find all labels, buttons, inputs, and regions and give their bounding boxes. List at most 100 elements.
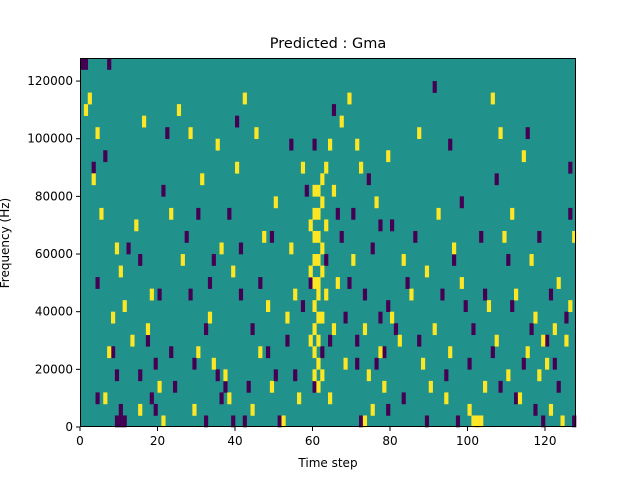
- chart-title: Predicted : Gma: [270, 36, 386, 52]
- heatmap-cell-high: [99, 207, 104, 220]
- heatmap-cell-low: [479, 230, 484, 243]
- heatmap-cell-high: [510, 207, 515, 220]
- heatmap-cells: [80, 58, 577, 428]
- heatmap-cell-low: [258, 277, 263, 289]
- heatmap-cell-high: [169, 207, 174, 220]
- heatmap-cell-high: [514, 288, 519, 301]
- heatmap-cell-high: [382, 380, 387, 393]
- heatmap-cell-high: [506, 369, 511, 382]
- heatmap-cell-high: [312, 184, 317, 197]
- heatmap-cell-low: [118, 415, 123, 428]
- heatmap-cell-low: [308, 277, 313, 289]
- heatmap-cell-low: [417, 334, 422, 347]
- heatmap-cell-high: [328, 392, 333, 405]
- heatmap-cell-high: [312, 277, 317, 289]
- heatmap-cell-low: [114, 415, 120, 428]
- heatmap-cell-low: [145, 334, 151, 347]
- heatmap-cell-low: [339, 230, 344, 243]
- x-tick-label: 60: [305, 434, 320, 448]
- heatmap-cell-high: [138, 403, 143, 416]
- heatmap-cell-low: [366, 173, 371, 186]
- heatmap-cell-low: [463, 300, 468, 312]
- heatmap-cell-high: [424, 265, 430, 278]
- heatmap-cell-low: [506, 254, 511, 266]
- heatmap-cell-high: [312, 207, 317, 220]
- heatmap-cell-low: [204, 415, 209, 428]
- heatmap-cell-high: [107, 346, 112, 359]
- heatmap-cell-high: [417, 127, 422, 140]
- heatmap-cell-low: [359, 415, 364, 428]
- heatmap-cell-high: [502, 230, 507, 243]
- heatmap-cell-low: [343, 311, 348, 324]
- heatmap-cell-low: [378, 311, 383, 324]
- heatmap-cell-high: [231, 265, 236, 278]
- heatmap-cell-low: [188, 288, 193, 301]
- heatmap-cell-low: [328, 334, 333, 347]
- heatmap-cell-high: [486, 300, 492, 312]
- heatmap-cell-high: [397, 334, 402, 347]
- heatmap-cell-low: [114, 369, 120, 382]
- heatmap-cell-high: [281, 415, 286, 428]
- heatmap-cell-low: [355, 334, 360, 347]
- heatmap-cell-low: [351, 207, 356, 220]
- heatmap-cell-high: [328, 138, 333, 151]
- heatmap-cell-high: [347, 92, 352, 105]
- heatmap-cell-high: [494, 334, 499, 347]
- heatmap-cell-low: [405, 277, 410, 289]
- heatmap-cell-high: [316, 334, 321, 347]
- heatmap-cell-low: [289, 138, 294, 151]
- heatmap-cell-high: [118, 265, 123, 278]
- heatmap-cell-low: [525, 127, 530, 140]
- heatmap-cell-high: [552, 323, 557, 336]
- heatmap-cell-low: [355, 357, 360, 370]
- y-tick-label: 20000: [35, 362, 73, 376]
- heatmap-cell-low: [459, 196, 464, 209]
- heatmap-cell-low: [204, 323, 209, 336]
- heatmap-cell-high: [521, 150, 526, 163]
- heatmap-cell-high: [316, 230, 321, 243]
- heatmap-cell-high: [386, 150, 391, 163]
- heatmap-cell-high: [428, 380, 433, 393]
- heatmap-cell-high: [312, 254, 317, 266]
- heatmap-cell-low: [242, 415, 247, 428]
- heatmap-cell-high: [250, 403, 255, 416]
- heatmap-cell-high: [83, 104, 89, 116]
- heatmap-cell-high: [533, 311, 538, 324]
- heatmap-cell-high: [242, 92, 247, 105]
- x-tick-label: 120: [534, 434, 557, 448]
- heatmap-cell-high: [316, 311, 321, 324]
- heatmap-cell-low: [231, 415, 236, 428]
- heatmap-cell-low: [235, 115, 240, 128]
- heatmap-cell-low: [568, 161, 573, 174]
- heatmap-cell-low: [556, 380, 561, 393]
- heatmap-cell-low: [285, 334, 290, 347]
- heatmap-cell-high: [312, 300, 317, 312]
- heatmap-cell-high: [316, 184, 321, 197]
- heatmap-cell-high: [475, 415, 480, 428]
- heatmap-cell-low: [207, 277, 213, 289]
- heatmap-cell-high: [180, 254, 185, 266]
- heatmap-cell-low: [552, 357, 557, 370]
- heatmap-cell-high: [293, 288, 298, 301]
- heatmap-cell-high: [490, 92, 495, 105]
- heatmap-cell-high: [211, 357, 216, 370]
- heatmap-cell-high: [359, 161, 364, 174]
- heatmap-cell-high: [560, 415, 565, 428]
- x-tick-label: 20: [150, 434, 165, 448]
- heatmap-cell-low: [432, 81, 437, 93]
- heatmap-cell-high: [192, 403, 197, 416]
- heatmap-cell-high: [343, 357, 348, 370]
- heatmap-cell-high: [149, 288, 154, 301]
- x-tick-label: 80: [382, 434, 397, 448]
- heatmap-cell-high: [297, 392, 302, 405]
- heatmap-cell-low: [378, 219, 383, 232]
- heatmap-cell-high: [95, 127, 100, 140]
- heatmap-cell-low: [122, 415, 127, 428]
- heatmap-cell-low: [107, 58, 112, 70]
- heatmap-cell-low: [370, 242, 375, 255]
- heatmap-cell-low: [238, 242, 244, 255]
- x-tick-label: 100: [456, 434, 479, 448]
- heatmap-cell-high: [479, 415, 484, 428]
- heatmap-cell-low: [126, 242, 131, 255]
